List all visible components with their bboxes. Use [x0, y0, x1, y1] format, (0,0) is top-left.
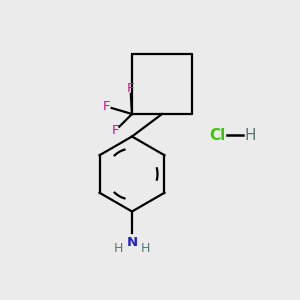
Text: H: H — [141, 242, 150, 254]
Text: H: H — [114, 242, 123, 254]
Text: Cl: Cl — [209, 128, 225, 142]
Text: F: F — [103, 100, 110, 113]
Text: H: H — [244, 128, 256, 142]
Text: F: F — [127, 82, 134, 95]
Text: F: F — [112, 124, 119, 137]
Text: N: N — [126, 236, 138, 249]
